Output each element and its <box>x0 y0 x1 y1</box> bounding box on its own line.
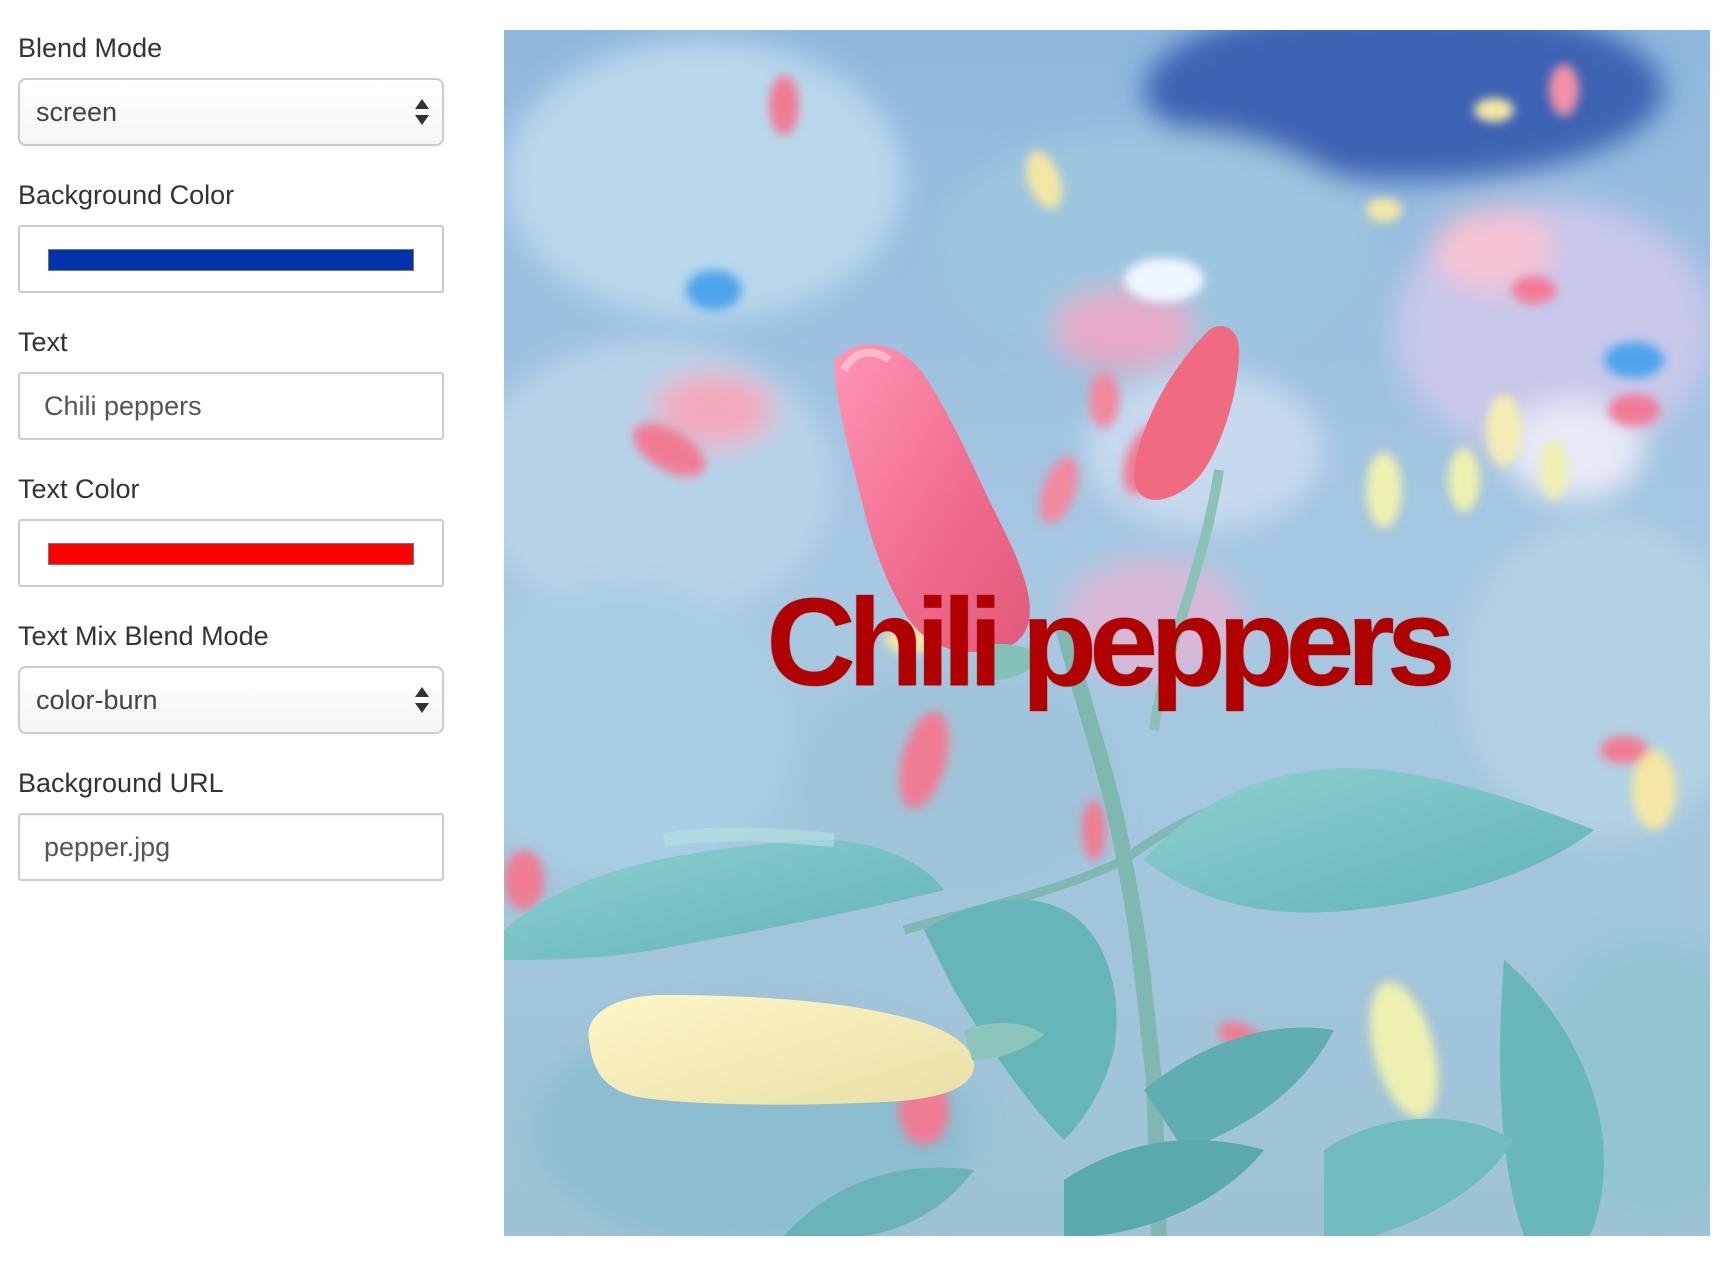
select-arrows-icon <box>414 685 430 715</box>
blend-mode-select[interactable]: screen <box>18 78 444 146</box>
text-color-label: Text Color <box>18 474 140 504</box>
background-url-input[interactable]: pepper.jpg <box>18 813 444 881</box>
text-label: Text <box>18 327 68 357</box>
blend-mode-value: screen <box>36 97 118 127</box>
text-color-swatch <box>48 543 414 565</box>
text-mix-blend-mode-value: color-burn <box>36 685 158 715</box>
select-arrows-icon <box>414 97 430 127</box>
blend-preview: Chili peppers <box>504 30 1710 1236</box>
settings-panel: Blend Mode screen Background Color Text … <box>18 28 444 910</box>
background-color-label: Background Color <box>18 180 235 210</box>
background-color-input[interactable] <box>18 225 444 293</box>
blend-mode-label: Blend Mode <box>18 33 163 63</box>
preview-overlay-text: Chili peppers <box>766 574 1455 712</box>
text-input[interactable]: Chili peppers <box>18 372 444 440</box>
text-mix-blend-mode-select[interactable]: color-burn <box>18 666 444 734</box>
text-mix-blend-mode-label: Text Mix Blend Mode <box>18 621 269 651</box>
background-color-swatch <box>48 249 414 271</box>
text-input-value: Chili peppers <box>44 391 202 421</box>
text-color-input[interactable] <box>18 519 444 587</box>
background-url-label: Background URL <box>18 768 224 798</box>
pepper-plant-photo <box>504 30 1710 1236</box>
background-url-value: pepper.jpg <box>44 832 171 862</box>
